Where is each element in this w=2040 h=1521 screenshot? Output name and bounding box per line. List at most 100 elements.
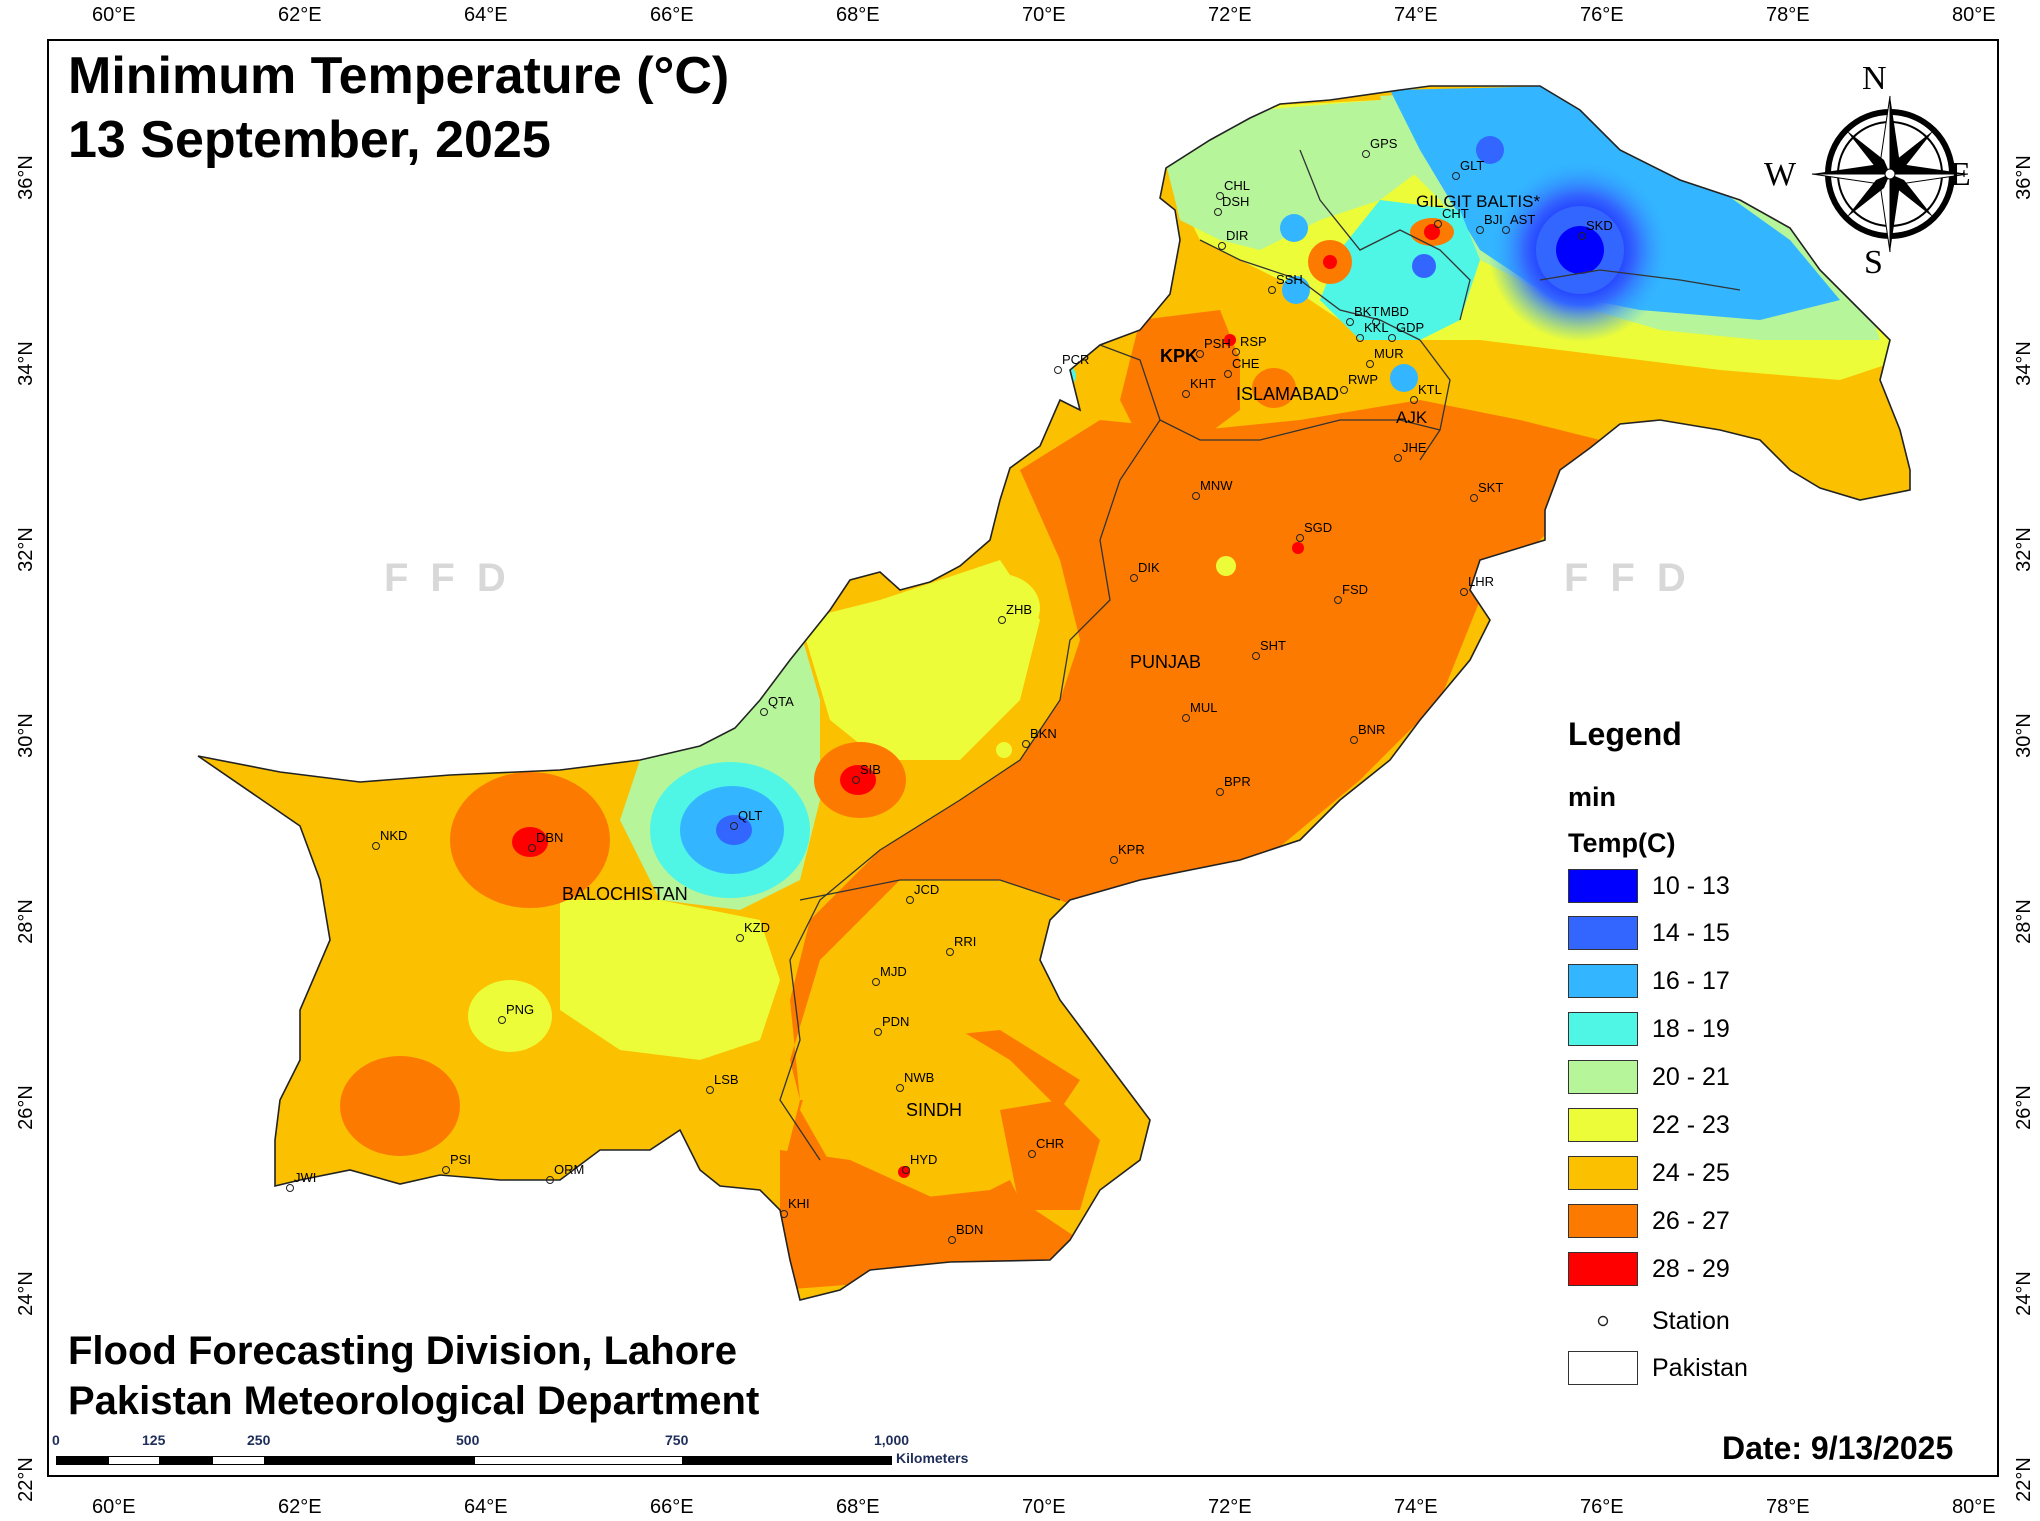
lon-tick-label: 74°E — [1394, 1496, 1438, 1518]
station-label: DSH — [1222, 194, 1250, 209]
scale-bar-segment — [56, 1456, 108, 1465]
station-label: JCD — [914, 882, 940, 897]
station-marker — [1232, 348, 1240, 356]
compass-south: S — [1864, 244, 1883, 281]
legend-class-label: 28 - 29 — [1652, 1254, 1730, 1283]
legend-class-label: 26 - 27 — [1652, 1206, 1730, 1235]
station-marker — [1502, 226, 1510, 234]
station-label: DIK — [1138, 560, 1160, 575]
legend-class-row: 26 - 27 — [1568, 1203, 1730, 1239]
station-label: CHR — [1036, 1136, 1065, 1151]
scale-bar-segment — [265, 1456, 474, 1465]
lon-tick-label: 76°E — [1580, 4, 1624, 26]
station-label: LSB — [714, 1072, 739, 1087]
scale-bar-label: 500 — [456, 1432, 480, 1448]
lat-tick-label: 34°N — [2012, 341, 2035, 386]
lat-tick-label: 24°N — [14, 1271, 37, 1316]
lon-tick-label: 60°E — [92, 4, 136, 26]
lon-tick-label: 62°E — [278, 1496, 322, 1518]
station-marker — [730, 822, 738, 830]
station-marker — [1460, 588, 1468, 596]
station-marker — [1218, 242, 1226, 250]
lat-tick-label: 32°N — [14, 527, 37, 572]
lon-tick-label: 70°E — [1022, 4, 1066, 26]
scale-bar-label: 250 — [247, 1432, 271, 1448]
station-label: KHI — [788, 1196, 810, 1211]
station-label: SIB — [860, 762, 881, 777]
station-marker — [1028, 1150, 1036, 1158]
station-marker — [1578, 232, 1586, 240]
station-label: SSH — [1276, 272, 1303, 287]
station-label: QLT — [738, 808, 763, 823]
lon-tick-label: 64°E — [464, 1496, 508, 1518]
legend-boundary-row: Pakistan — [1568, 1350, 1748, 1386]
map-title-line1: Minimum Temperature (°C) — [68, 47, 730, 105]
legend-swatch — [1568, 1012, 1638, 1046]
station-marker — [1470, 494, 1478, 502]
station-marker — [1362, 150, 1370, 158]
region-label-gilgit: GILGIT BALTIS* — [1416, 192, 1541, 211]
legend-swatch — [1568, 1108, 1638, 1142]
station-marker — [1130, 574, 1138, 582]
legend-swatch — [1568, 1252, 1638, 1286]
lat-tick-label: 26°N — [14, 1085, 37, 1130]
legend-class-label: 18 - 19 — [1652, 1014, 1730, 1043]
station-label: BKN — [1030, 726, 1057, 741]
scale-bar-unit: Kilometers — [896, 1450, 969, 1466]
region-label-punjab: PUNJAB — [1130, 652, 1202, 672]
station-label: ZHB — [1006, 602, 1032, 617]
station-marker — [1268, 286, 1276, 294]
region-label-ajk: AJK — [1396, 408, 1428, 427]
station-label: SHT — [1260, 638, 1286, 653]
station-label: BPR — [1224, 774, 1251, 789]
map-frame — [47, 39, 1999, 1477]
station-marker — [1224, 370, 1232, 378]
legend-swatch — [1568, 1156, 1638, 1190]
legend-swatch — [1568, 869, 1638, 903]
station-marker — [442, 1166, 450, 1174]
scale-bar-segment — [108, 1456, 160, 1465]
lon-tick-label: 60°E — [92, 1496, 136, 1518]
station-label: KKL — [1364, 320, 1389, 335]
station-marker — [1388, 334, 1396, 342]
station-label: BDN — [956, 1222, 984, 1237]
station-marker — [1372, 318, 1380, 326]
legend-swatch — [1568, 1204, 1638, 1238]
lat-tick-label: 36°N — [2012, 155, 2035, 200]
station-label: SKD — [1586, 218, 1613, 233]
legend-class-label: 24 - 25 — [1652, 1158, 1730, 1187]
station-marker — [1452, 172, 1460, 180]
station-label: NWB — [904, 1070, 935, 1085]
station-label: PSI — [450, 1152, 471, 1167]
station-marker — [896, 1084, 904, 1092]
station-label: BNR — [1358, 722, 1386, 737]
station-label: AST — [1510, 212, 1536, 227]
station-label: RWP — [1348, 372, 1379, 387]
lon-tick-label: 68°E — [836, 1496, 880, 1518]
lon-tick-label: 70°E — [1022, 1496, 1066, 1518]
station-marker — [1366, 360, 1374, 368]
lon-tick-label: 74°E — [1394, 4, 1438, 26]
station-label: PSH — [1204, 336, 1231, 351]
station-marker — [1410, 396, 1418, 404]
lat-tick-label: 30°N — [14, 713, 37, 758]
station-label: GLT — [1460, 158, 1485, 173]
legend-class-label: 14 - 15 — [1652, 918, 1730, 947]
region-label-sindh: SINDH — [906, 1100, 963, 1120]
station-marker — [1054, 366, 1062, 374]
station-label: SKT — [1478, 480, 1504, 495]
legend-field: min — [1568, 782, 1617, 812]
legend-class-label: 20 - 21 — [1652, 1062, 1730, 1091]
lat-tick-label: 22°N — [14, 1457, 37, 1502]
station-label: CHE — [1232, 356, 1260, 371]
station-marker — [780, 1210, 788, 1218]
lon-tick-label: 62°E — [278, 4, 322, 26]
legend-heading: Legend — [1568, 716, 1682, 752]
station-marker — [498, 1016, 506, 1024]
station-label: GDP — [1396, 320, 1425, 335]
lat-tick-label: 24°N — [2012, 1271, 2035, 1316]
station-marker — [706, 1086, 714, 1094]
station-marker — [286, 1184, 294, 1192]
legend-class-label: 10 - 13 — [1652, 871, 1730, 900]
station-label: PDN — [882, 1014, 910, 1029]
